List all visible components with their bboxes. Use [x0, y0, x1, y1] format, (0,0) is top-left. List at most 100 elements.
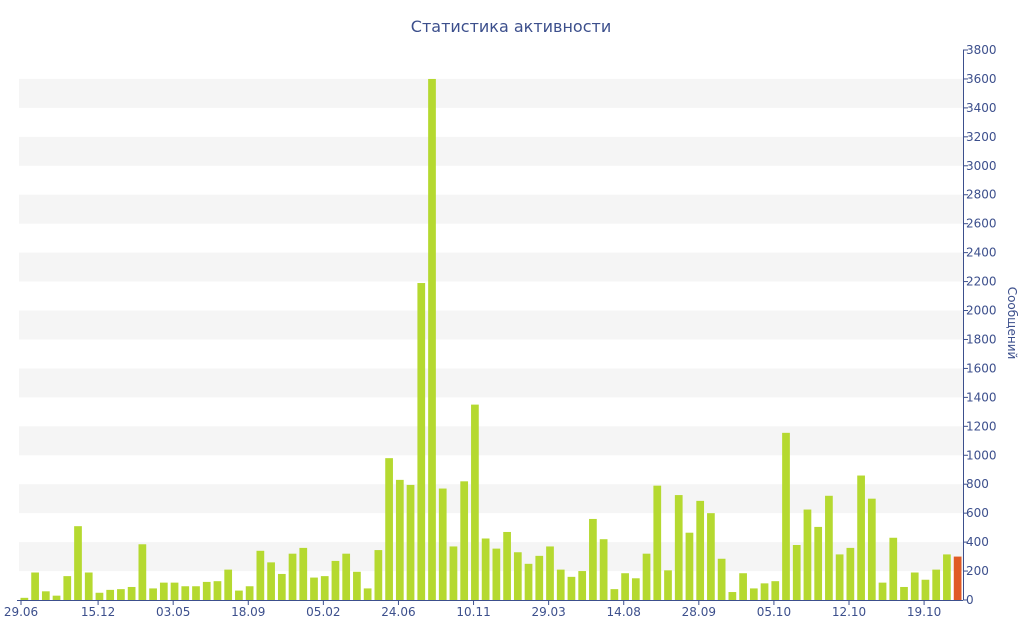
bar[interactable] [192, 586, 200, 600]
bar[interactable] [749, 588, 758, 600]
bar[interactable] [438, 488, 447, 600]
bar[interactable] [857, 475, 865, 600]
bar[interactable] [74, 526, 82, 600]
bar[interactable] [235, 590, 243, 600]
bar[interactable] [471, 404, 479, 600]
grid-band [19, 78, 963, 108]
bar[interactable] [20, 597, 29, 600]
bar[interactable] [117, 589, 125, 600]
bar[interactable] [63, 576, 72, 600]
bar[interactable] [825, 495, 833, 600]
bar[interactable] [449, 546, 458, 600]
bar[interactable] [342, 553, 351, 600]
bar[interactable] [642, 553, 651, 600]
bar[interactable] [202, 581, 211, 600]
bar[interactable] [664, 570, 672, 600]
y-tick-label: 1800 [966, 332, 997, 346]
bar[interactable] [363, 588, 372, 600]
bar[interactable] [481, 538, 490, 600]
bar[interactable] [385, 458, 393, 600]
bar[interactable] [546, 546, 554, 600]
bar[interactable] [878, 582, 887, 600]
bar[interactable] [213, 581, 222, 600]
x-tick-label: 18.09 [231, 605, 265, 619]
bar[interactable] [492, 548, 501, 600]
bar[interactable] [932, 569, 941, 600]
bar[interactable] [256, 550, 265, 600]
bar[interactable] [567, 576, 576, 600]
bar[interactable] [610, 589, 619, 600]
bar[interactable] [717, 558, 726, 600]
bar[interactable] [653, 485, 662, 600]
bar[interactable] [149, 588, 157, 600]
bar[interactable] [910, 572, 919, 601]
bar[interactable] [503, 531, 511, 600]
bar[interactable] [181, 586, 190, 600]
bar[interactable] [578, 571, 587, 600]
bar[interactable] [535, 555, 544, 600]
bar[interactable] [921, 579, 930, 600]
bar[interactable] [245, 586, 254, 600]
y-tick-label: 0 [966, 593, 974, 607]
bar[interactable] [556, 569, 565, 600]
bar[interactable] [760, 583, 769, 600]
bar[interactable] [835, 554, 844, 600]
bar[interactable] [299, 547, 308, 600]
bar[interactable] [803, 509, 812, 600]
bar[interactable] [127, 586, 136, 600]
bar[interactable] [31, 572, 39, 601]
x-tick-label: 29.03 [531, 605, 565, 619]
bar[interactable] [707, 513, 715, 600]
bar[interactable] [889, 537, 898, 600]
bar[interactable] [728, 592, 737, 600]
bar[interactable] [696, 500, 705, 600]
bar[interactable] [685, 532, 694, 600]
bar[interactable] [374, 550, 383, 600]
bar[interactable] [138, 544, 147, 600]
bar[interactable] [631, 578, 640, 600]
bar[interactable] [943, 554, 951, 600]
bar[interactable] [277, 573, 286, 600]
bar[interactable] [771, 581, 780, 600]
y-tick-label: 2400 [966, 246, 997, 260]
bar[interactable] [170, 582, 179, 600]
bar[interactable] [288, 553, 297, 600]
bar[interactable] [513, 552, 522, 600]
bar[interactable] [900, 586, 908, 600]
bars [20, 78, 962, 601]
bar[interactable] [320, 576, 329, 600]
bar[interactable] [267, 562, 275, 600]
bar[interactable] [599, 539, 608, 600]
grid-band [19, 194, 963, 224]
bar[interactable] [95, 592, 104, 600]
bar[interactable] [159, 582, 168, 600]
bar[interactable] [782, 432, 790, 600]
bar[interactable] [52, 595, 61, 600]
bar-highlighted[interactable] [953, 556, 962, 600]
bar[interactable] [331, 560, 340, 600]
bar[interactable] [621, 573, 629, 600]
bar[interactable] [589, 518, 597, 600]
bar[interactable] [106, 589, 115, 600]
y-tick-label: 2000 [966, 304, 997, 318]
bar[interactable] [353, 571, 361, 600]
bar[interactable] [395, 479, 404, 600]
grid-band [19, 136, 963, 166]
x-tick-label: 29.06 [4, 605, 38, 619]
bar[interactable] [310, 577, 318, 600]
bar[interactable] [867, 498, 876, 600]
bar[interactable] [792, 545, 801, 600]
bar[interactable] [84, 572, 93, 601]
bar[interactable] [417, 283, 426, 600]
bar[interactable] [41, 591, 50, 600]
bar[interactable] [460, 481, 469, 600]
bar[interactable] [846, 547, 855, 600]
bar[interactable] [814, 526, 823, 600]
bar[interactable] [428, 78, 436, 600]
bar[interactable] [739, 573, 747, 600]
bar[interactable] [674, 495, 683, 600]
bar[interactable] [224, 569, 233, 600]
bar[interactable] [524, 563, 533, 600]
bar[interactable] [406, 484, 415, 600]
y-axis-ticks: 0 200 400 600 800 1000 1200 1400 1600 1800 2000 220… [963, 43, 997, 607]
